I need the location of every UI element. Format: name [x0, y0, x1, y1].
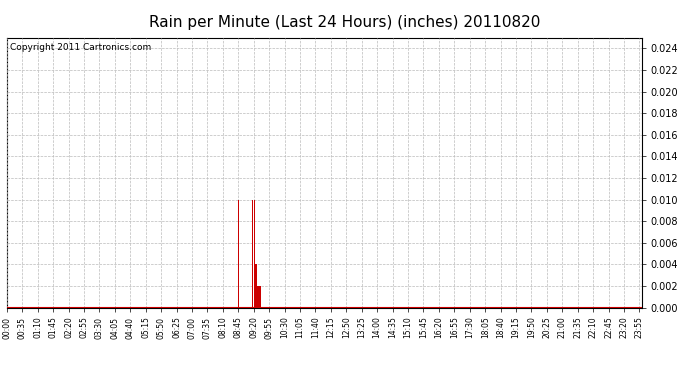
Text: Rain per Minute (Last 24 Hours) (inches) 20110820: Rain per Minute (Last 24 Hours) (inches)…: [149, 15, 541, 30]
Text: Copyright 2011 Cartronics.com: Copyright 2011 Cartronics.com: [10, 43, 151, 52]
